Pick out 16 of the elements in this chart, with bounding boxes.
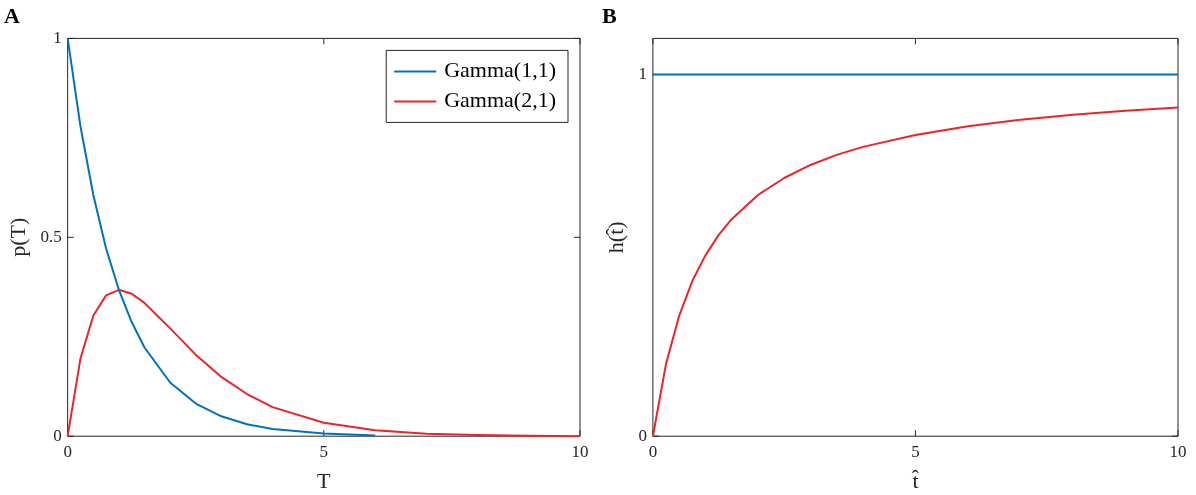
legend-label: Gamma(1,1) xyxy=(444,57,556,83)
x-tick-label: 5 xyxy=(319,441,329,461)
y-axis-title: p(T) xyxy=(4,217,30,257)
legend-label: Gamma(2,1) xyxy=(444,87,556,113)
x-tick-label: 10 xyxy=(571,441,589,461)
chart-title: B xyxy=(602,2,617,28)
x-axis-title: t̂ xyxy=(911,467,920,493)
chart-title: A xyxy=(4,2,20,28)
y-tick-label: 0.5 xyxy=(40,226,62,246)
y-tick-label: 1 xyxy=(53,27,62,47)
y-tick-label: 0 xyxy=(53,425,62,445)
y-tick-label: 1 xyxy=(638,64,647,84)
x-tick-label: 10 xyxy=(1169,441,1187,461)
x-tick-label: 5 xyxy=(911,441,920,461)
y-axis-title: h(t̂) xyxy=(602,221,628,254)
x-axis-title: T xyxy=(317,467,332,493)
